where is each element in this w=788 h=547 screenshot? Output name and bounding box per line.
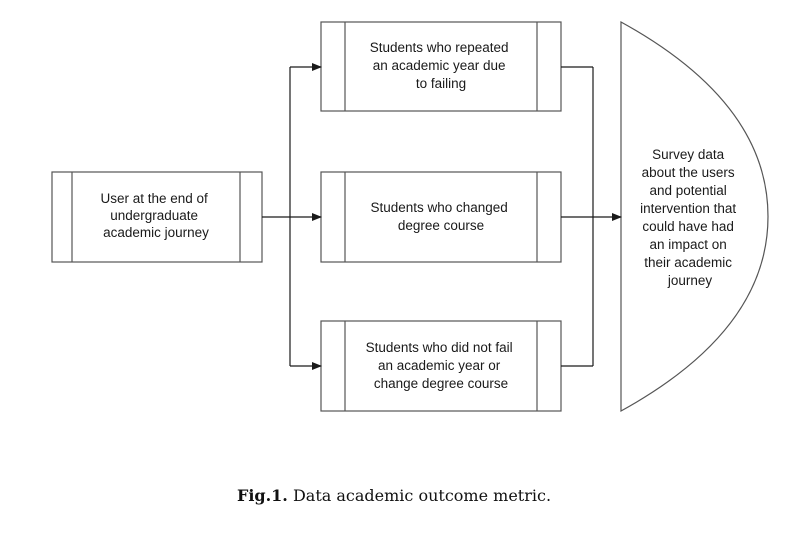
output-line: an impact on xyxy=(649,237,726,252)
connectors-source-to-branches xyxy=(262,63,322,370)
branch-line: to failing xyxy=(416,76,466,91)
branch-box-did-not-fail: Students who did not fail an academic ye… xyxy=(320,320,562,412)
branch-box-repeated-year-text: Students who repeated an academic year d… xyxy=(370,40,513,91)
output-line: could have had xyxy=(642,219,734,234)
source-line: undergraduate xyxy=(110,208,198,223)
output-line: and potential xyxy=(649,183,726,198)
branch-line: change degree course xyxy=(374,376,508,391)
output-line: journey xyxy=(667,273,713,288)
output-line: about the users xyxy=(642,165,735,180)
branch-line: degree course xyxy=(398,218,484,233)
connectors-branches-to-output xyxy=(561,66,622,367)
source-line: User at the end of xyxy=(100,191,208,206)
output-line: their academic xyxy=(644,255,732,270)
output-line: intervention that xyxy=(640,201,736,216)
branch-box-changed-course: Students who changed degree course xyxy=(320,171,562,263)
output-shape-text: Survey data about the users and potentia… xyxy=(640,147,740,288)
branch-line: an academic year due xyxy=(373,58,506,73)
branch-box-repeated-year: Students who repeated an academic year d… xyxy=(320,21,562,112)
figure-caption: Fig.1. Data academic outcome metric. xyxy=(0,486,788,505)
branch-line: Students who changed xyxy=(370,200,507,215)
branch-line: Students who repeated xyxy=(370,40,509,55)
output-shape: Survey data about the users and potentia… xyxy=(620,20,769,413)
figure-label: Fig.1. xyxy=(236,486,288,505)
output-line: Survey data xyxy=(652,147,725,162)
source-box: User at the end of undergraduate academi… xyxy=(51,171,263,263)
branch-line: an academic year or xyxy=(378,358,501,373)
source-line: academic journey xyxy=(103,225,209,240)
branch-box-did-not-fail-text: Students who did not fail an academic ye… xyxy=(366,340,517,391)
figure-caption-text: Data academic outcome metric. xyxy=(287,486,552,505)
branch-line: Students who did not fail xyxy=(366,340,513,355)
source-box-text: User at the end of undergraduate academi… xyxy=(100,191,211,240)
branch-box-changed-course-text: Students who changed degree course xyxy=(370,200,511,233)
